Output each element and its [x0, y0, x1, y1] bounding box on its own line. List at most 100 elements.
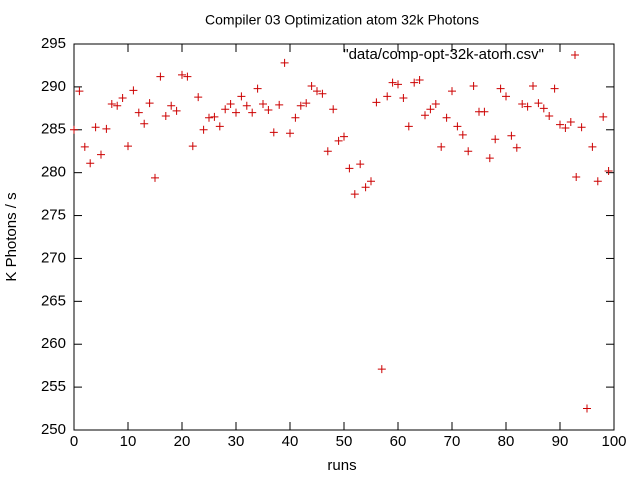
point — [129, 86, 138, 95]
point — [448, 87, 456, 96]
point — [194, 93, 203, 102]
y-tick-label: 275 — [41, 207, 66, 224]
point — [356, 160, 365, 169]
x-tick-label: 40 — [282, 433, 299, 450]
point — [172, 106, 181, 115]
point — [259, 100, 267, 109]
point — [426, 105, 435, 114]
legend-marker — [571, 51, 579, 59]
y-tick-label: 270 — [41, 249, 66, 266]
point — [269, 128, 278, 137]
point — [577, 123, 586, 132]
point — [350, 190, 359, 199]
y-tick-label: 290 — [41, 78, 66, 95]
point — [291, 113, 300, 122]
point — [334, 136, 343, 145]
point — [340, 132, 348, 141]
point — [502, 92, 510, 101]
y-tick-label: 295 — [41, 35, 66, 52]
x-tick-label: 10 — [120, 433, 137, 450]
point — [232, 108, 240, 117]
point — [215, 122, 224, 131]
x-tick-label: 70 — [444, 433, 461, 450]
x-tick-label: 60 — [390, 433, 407, 450]
point — [91, 123, 100, 132]
point — [518, 100, 527, 109]
point — [226, 100, 235, 109]
point — [566, 118, 575, 127]
point — [302, 99, 311, 108]
point — [248, 108, 257, 117]
point — [80, 142, 89, 151]
point — [275, 100, 284, 109]
point — [550, 84, 559, 93]
point — [588, 142, 597, 151]
point — [404, 122, 413, 131]
point — [523, 102, 532, 111]
point — [296, 101, 305, 110]
y-tick-label: 255 — [41, 378, 66, 395]
point — [345, 164, 354, 173]
point — [242, 101, 251, 110]
plot-frame — [73, 43, 615, 431]
x-tick-label: 30 — [228, 433, 245, 450]
point — [372, 98, 381, 107]
point — [458, 130, 467, 139]
point — [410, 78, 419, 87]
point — [399, 94, 408, 103]
point — [469, 82, 478, 91]
point — [599, 112, 608, 121]
point — [113, 101, 122, 110]
chart-title: Compiler 03 Optimization atom 32k Photon… — [205, 12, 479, 28]
point — [556, 120, 564, 129]
point — [140, 119, 149, 128]
point — [199, 125, 208, 134]
y-axis-label: K Photons / s — [3, 192, 20, 281]
point — [431, 100, 440, 109]
point — [394, 80, 402, 89]
point — [329, 105, 338, 114]
point — [151, 173, 159, 182]
point — [280, 58, 289, 67]
point — [178, 70, 186, 79]
point — [539, 104, 548, 113]
point — [161, 112, 170, 121]
point — [75, 87, 84, 96]
point — [437, 142, 446, 151]
point — [561, 124, 570, 133]
point — [442, 113, 451, 122]
x-axis-label: runs — [327, 457, 356, 474]
legend-label: "data/comp-opt-32k-atom.csv" — [343, 46, 544, 63]
point — [183, 72, 192, 81]
x-tick-label: 100 — [601, 433, 626, 450]
point — [491, 135, 500, 144]
point — [593, 177, 602, 186]
point — [388, 78, 397, 87]
point — [377, 365, 386, 374]
point — [464, 147, 473, 156]
point — [107, 100, 116, 109]
x-tick-label: 20 — [174, 433, 191, 450]
point — [210, 112, 219, 121]
y-tick-label: 280 — [41, 164, 66, 181]
point — [124, 142, 132, 151]
point — [383, 92, 392, 101]
point — [134, 108, 143, 117]
point — [361, 183, 370, 192]
point — [534, 99, 543, 108]
point — [572, 172, 581, 181]
point — [313, 87, 321, 96]
point — [453, 122, 462, 131]
y-tick-label: 265 — [41, 292, 66, 309]
point — [253, 84, 262, 93]
point — [188, 142, 197, 151]
point — [286, 129, 294, 138]
point — [145, 99, 154, 108]
y-tick-label: 250 — [41, 421, 66, 438]
point — [604, 166, 613, 175]
y-tick-label: 285 — [41, 121, 66, 138]
point — [307, 82, 316, 91]
point — [86, 159, 95, 168]
point — [485, 154, 494, 163]
